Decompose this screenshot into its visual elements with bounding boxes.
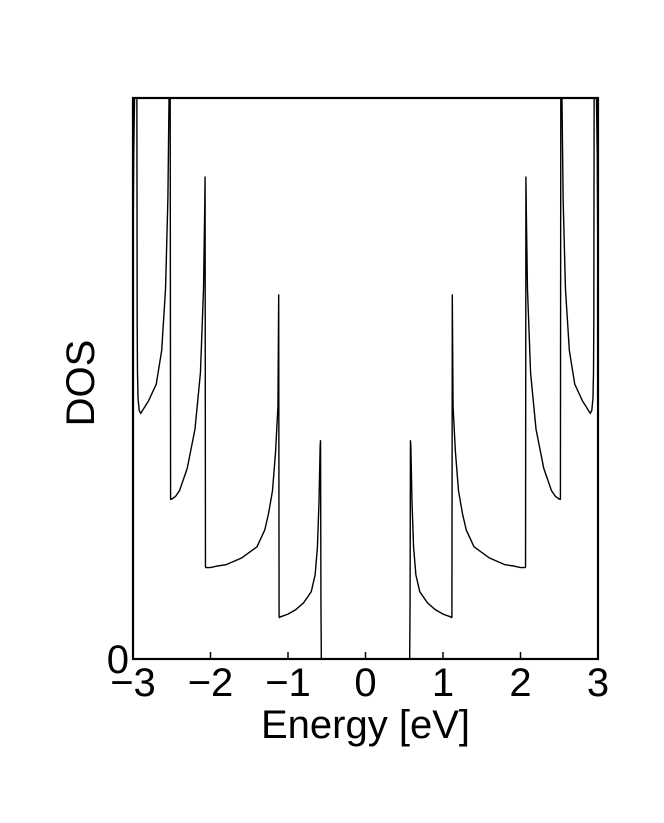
x-axis-label: Energy [eV] xyxy=(261,703,470,747)
x-axis-ticks: −3 −2 −1 0 1 2 3 xyxy=(110,652,609,705)
x-tick-label: 0 xyxy=(354,661,376,705)
x-tick-label: −3 xyxy=(110,661,156,705)
plot-area xyxy=(133,98,598,659)
x-tick-label: 2 xyxy=(509,661,531,705)
x-tick-label: −1 xyxy=(265,661,311,705)
x-tick-label: 3 xyxy=(587,661,609,705)
y-tick-label: 0 xyxy=(107,638,129,682)
y-axis-ticks: 0 xyxy=(107,638,129,682)
plot-frame xyxy=(131,96,600,661)
y-axis-label: DOS xyxy=(59,340,103,427)
x-tick-label: −2 xyxy=(188,661,234,705)
dos-series-line xyxy=(133,98,598,659)
x-tick-label: 1 xyxy=(432,661,454,705)
